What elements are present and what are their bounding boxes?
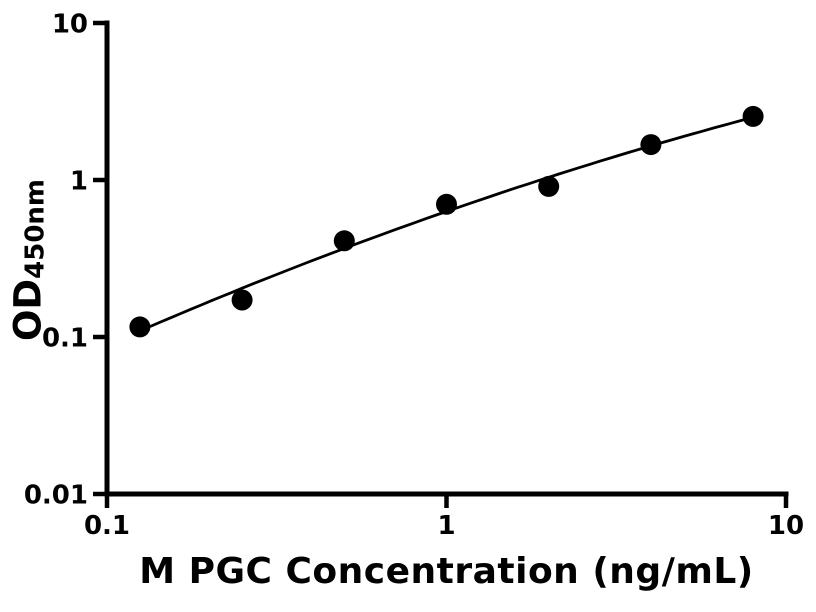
data-point — [231, 289, 253, 311]
y-tick-label: 0.01 — [24, 481, 88, 511]
data-point — [129, 316, 151, 338]
x-tick-label: 10 — [768, 511, 804, 541]
data-point — [640, 134, 662, 156]
y-tick-label: 1 — [70, 167, 88, 197]
x-axis-title: M PGC Concentration (ng/mL) — [139, 551, 754, 592]
y-axis-title-main: OD — [6, 278, 50, 342]
data-point — [538, 175, 560, 197]
x-tick-label: 0.1 — [84, 511, 130, 541]
data-point — [436, 193, 457, 215]
y-tick-label: 0.1 — [42, 324, 88, 354]
axis-frame — [104, 20, 789, 497]
data-point — [333, 230, 355, 252]
y-axis-title: OD450nm — [6, 178, 51, 342]
y-tick-label: 10 — [52, 10, 88, 40]
y-axis-title-subscript: 450nm — [20, 178, 51, 279]
x-tick-label: 1 — [437, 511, 455, 541]
data-point — [742, 105, 764, 127]
